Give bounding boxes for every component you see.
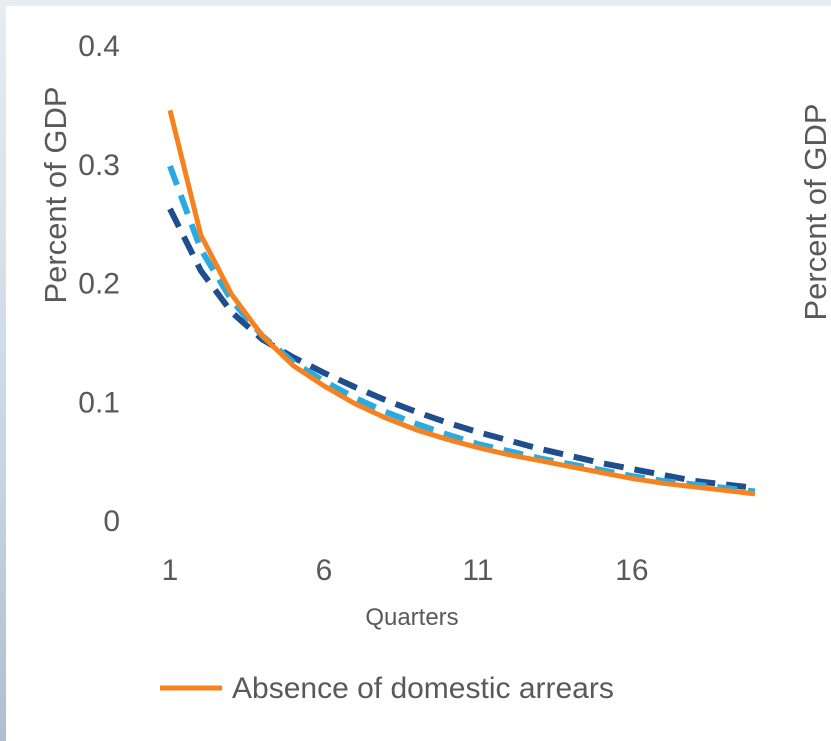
chart-panel: [6, 6, 831, 741]
x-tick-label: 11: [462, 554, 493, 587]
right-y-axis-title: Percent of GDP: [798, 103, 831, 320]
y-tick-label: 0.3: [78, 149, 120, 182]
series-line-1: [167, 109, 756, 497]
series-line-3: [167, 207, 756, 491]
y-axis-title: Percent of GDP: [38, 86, 73, 303]
legend-label: Absence of domestic arrears: [232, 672, 614, 705]
x-tick-labels: 1 6 11 16: [162, 554, 649, 587]
series-layer: [167, 109, 756, 497]
y-tick-label: 0: [103, 505, 120, 538]
y-tick-label: 0.4: [78, 30, 120, 63]
y-tick-label: 0.1: [78, 386, 120, 419]
x-tick-label: 6: [316, 554, 333, 587]
x-tick-label: 16: [615, 554, 648, 587]
y-tick-labels: 0 0.1 0.2 0.3 0.4: [78, 30, 120, 538]
x-tick-label: 1: [162, 554, 179, 587]
y-tick-label: 0.2: [78, 268, 120, 301]
legend: Absence of domestic arrears: [160, 672, 614, 705]
x-axis-title: Quarters: [365, 604, 458, 631]
